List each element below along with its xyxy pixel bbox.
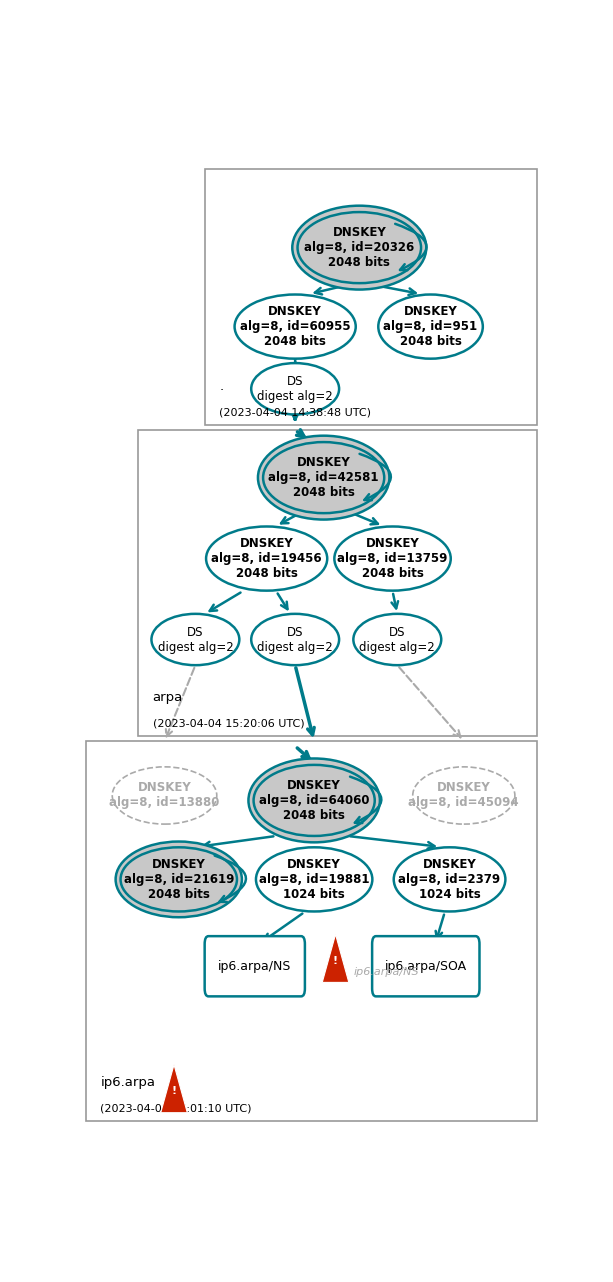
Ellipse shape: [151, 614, 239, 665]
Text: DS
digest alg=2: DS digest alg=2: [257, 374, 333, 403]
Text: arpa: arpa: [153, 691, 183, 704]
Text: DNSKEY
alg=8, id=19881
1024 bits: DNSKEY alg=8, id=19881 1024 bits: [259, 858, 370, 901]
Ellipse shape: [413, 767, 515, 824]
Ellipse shape: [334, 527, 451, 591]
Ellipse shape: [251, 363, 339, 414]
Text: (2023-04-04 15:20:06 UTC): (2023-04-04 15:20:06 UTC): [153, 718, 304, 728]
Ellipse shape: [378, 295, 483, 359]
Ellipse shape: [258, 436, 389, 519]
Polygon shape: [161, 1064, 188, 1113]
FancyArrowPatch shape: [215, 855, 246, 903]
Ellipse shape: [112, 767, 217, 824]
Text: ip6.arpa/NS: ip6.arpa/NS: [354, 967, 419, 977]
Text: !: !: [172, 1086, 177, 1096]
Text: DNSKEY
alg=8, id=19456
2048 bits: DNSKEY alg=8, id=19456 2048 bits: [211, 537, 322, 579]
Text: DS
digest alg=2: DS digest alg=2: [257, 626, 333, 654]
FancyArrowPatch shape: [360, 454, 391, 500]
Ellipse shape: [251, 614, 339, 665]
Text: ip6.arpa/NS: ip6.arpa/NS: [218, 960, 291, 973]
Text: DNSKEY
alg=8, id=45094: DNSKEY alg=8, id=45094: [408, 782, 519, 809]
Text: DNSKEY
alg=8, id=21619
2048 bits: DNSKEY alg=8, id=21619 2048 bits: [124, 858, 234, 901]
Text: !: !: [333, 956, 338, 967]
Ellipse shape: [248, 759, 380, 842]
Ellipse shape: [292, 205, 426, 290]
FancyArrowPatch shape: [350, 777, 381, 823]
Text: DNSKEY
alg=8, id=64060
2048 bits: DNSKEY alg=8, id=64060 2048 bits: [259, 779, 370, 822]
Ellipse shape: [235, 295, 356, 359]
Text: .: .: [219, 379, 223, 392]
Text: DNSKEY
alg=8, id=951
2048 bits: DNSKEY alg=8, id=951 2048 bits: [384, 305, 478, 349]
Text: DNSKEY
alg=8, id=13880: DNSKEY alg=8, id=13880: [109, 782, 219, 809]
Text: DNSKEY
alg=8, id=13759
2048 bits: DNSKEY alg=8, id=13759 2048 bits: [337, 537, 447, 579]
Ellipse shape: [206, 527, 327, 591]
Text: DNSKEY
alg=8, id=42581
2048 bits: DNSKEY alg=8, id=42581 2048 bits: [268, 456, 379, 499]
Ellipse shape: [256, 847, 372, 912]
Ellipse shape: [263, 442, 384, 513]
FancyArrowPatch shape: [395, 224, 427, 271]
Text: ip6.arpa: ip6.arpa: [101, 1076, 155, 1088]
Text: DS
digest alg=2: DS digest alg=2: [359, 626, 435, 654]
Ellipse shape: [394, 847, 505, 912]
FancyBboxPatch shape: [86, 741, 538, 1122]
Text: DNSKEY
alg=8, id=20326
2048 bits: DNSKEY alg=8, id=20326 2048 bits: [304, 226, 414, 269]
FancyBboxPatch shape: [372, 936, 479, 996]
Ellipse shape: [297, 212, 421, 283]
FancyBboxPatch shape: [205, 936, 305, 996]
Polygon shape: [322, 935, 349, 982]
Text: DNSKEY
alg=8, id=2379
1024 bits: DNSKEY alg=8, id=2379 1024 bits: [398, 858, 501, 901]
Ellipse shape: [254, 765, 375, 836]
Ellipse shape: [121, 847, 237, 912]
FancyBboxPatch shape: [139, 431, 538, 736]
Text: ip6.arpa/SOA: ip6.arpa/SOA: [385, 960, 467, 973]
Text: DNSKEY
alg=8, id=60955
2048 bits: DNSKEY alg=8, id=60955 2048 bits: [240, 305, 351, 349]
Ellipse shape: [353, 614, 441, 665]
Text: DS
digest alg=2: DS digest alg=2: [158, 626, 234, 654]
FancyBboxPatch shape: [205, 169, 538, 426]
Ellipse shape: [116, 841, 242, 917]
Text: (2023-04-04 14:38:48 UTC): (2023-04-04 14:38:48 UTC): [219, 408, 371, 418]
Text: (2023-04-04 16:01:10 UTC): (2023-04-04 16:01:10 UTC): [101, 1104, 252, 1113]
